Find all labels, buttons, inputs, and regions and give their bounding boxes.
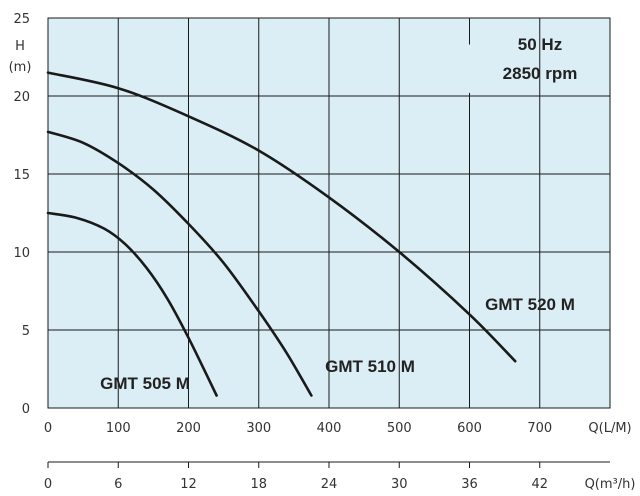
x-tick-label: 700 [527, 421, 552, 436]
y-tick-label: 5 [22, 324, 30, 339]
frequency-note: 50 Hz [518, 35, 562, 54]
x-tick-label: 600 [457, 421, 482, 436]
curve-gmt-520-m [46, 71, 517, 363]
speed-note: 2850 rpm [503, 64, 578, 83]
x-tick-label: 400 [317, 421, 342, 436]
x-tick-label: 100 [106, 421, 131, 436]
curve-gmt-510-m [46, 130, 313, 397]
x2-tick-label: 12 [180, 477, 197, 492]
y-tick-label: 10 [13, 246, 30, 261]
y-tick-label: 15 [13, 168, 30, 183]
x2-axis-label: Q(m³/h) [585, 477, 636, 492]
x2-tick-label: 18 [250, 477, 267, 492]
y-tick-label: 0 [22, 402, 30, 417]
x2-tick-label: 6 [114, 477, 122, 492]
x-tick-label: 200 [176, 421, 201, 436]
tick-labels: 0 100 200 300 400 500 600 700 0 5 10 15 20 25 [13, 12, 552, 436]
x2-tick-label: 42 [531, 477, 548, 492]
curve-gmt-505-m [46, 211, 218, 397]
series-label-gmt-505-m: GMT 505 M [100, 374, 190, 393]
x2-tick-label: 36 [461, 477, 478, 492]
series-label-gmt-510-m: GMT 510 M [325, 357, 415, 376]
y-tick-label: 25 [13, 12, 30, 27]
y-axis-label-unit: (m) [9, 60, 32, 75]
x-axis-label: Q(L/M) [588, 421, 631, 436]
x2-ticks: 0 6 12 18 24 30 36 42 [44, 462, 548, 492]
x2-tick-label: 24 [321, 477, 338, 492]
note-background [441, 44, 476, 93]
x2-tick-label: 30 [391, 477, 408, 492]
x-tick-label: 0 [44, 421, 52, 436]
curves [46, 71, 517, 397]
x-tick-label: 300 [246, 421, 271, 436]
y-tick-label: 20 [13, 90, 30, 105]
y-axis-label-h: H [15, 39, 25, 54]
x2-tick-label: 0 [44, 477, 52, 492]
x-tick-label: 500 [387, 421, 412, 436]
series-label-gmt-520-m: GMT 520 M [485, 295, 575, 314]
